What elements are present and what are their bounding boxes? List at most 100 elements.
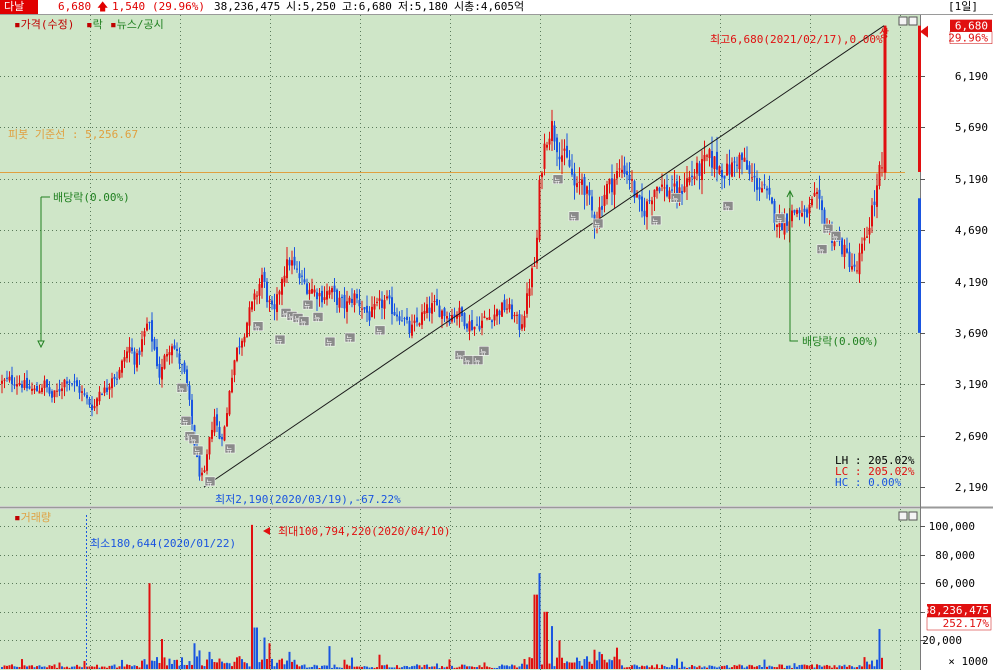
volume-bar xyxy=(431,666,433,669)
volume-bar xyxy=(241,659,243,669)
news-marker-label: 뉴 xyxy=(832,233,839,241)
volume-bar xyxy=(383,665,386,669)
news-marker-icon[interactable]: 뉴 xyxy=(312,312,324,322)
news-marker-icon[interactable]: 뉴 xyxy=(568,211,580,222)
candle-body xyxy=(751,177,753,179)
volume-bar xyxy=(181,657,183,669)
volume-panel-buttons[interactable] xyxy=(898,511,918,521)
news-marker-icon[interactable]: 뉴 xyxy=(472,355,484,366)
news-marker-icon[interactable]: 뉴 xyxy=(298,316,310,327)
candle-body xyxy=(523,315,526,328)
candle-body xyxy=(206,454,208,471)
legend-news[interactable]: ▪뉴스/공시 xyxy=(110,18,164,31)
volume-bar xyxy=(313,664,316,669)
volume-bar xyxy=(291,661,293,669)
candle-body xyxy=(568,159,571,167)
candle-body xyxy=(1,380,3,384)
candle-body xyxy=(258,284,261,296)
candle-body xyxy=(96,398,98,407)
news-marker-icon[interactable]: 뉴 xyxy=(774,213,786,224)
candle-body xyxy=(841,238,843,255)
news-marker-icon[interactable]: 뉴 xyxy=(822,223,834,234)
volume-bar xyxy=(126,664,128,669)
candle-body xyxy=(591,196,593,211)
legend-drop[interactable]: ▪락 xyxy=(86,18,103,31)
news-marker-icon[interactable]: 뉴 xyxy=(252,321,264,332)
news-marker-icon[interactable]: 뉴 xyxy=(462,355,474,366)
volume-bar xyxy=(463,664,466,669)
news-marker-icon[interactable]: 뉴 xyxy=(592,218,604,229)
candle-body xyxy=(36,385,38,392)
volume-panel-title: ▪거래량 xyxy=(14,511,51,524)
volume-bar xyxy=(323,665,326,669)
trendline[interactable] xyxy=(203,25,885,488)
news-marker-icon[interactable]: 뉴 xyxy=(224,443,236,454)
volume-bar xyxy=(88,666,91,669)
news-marker-icon[interactable]: 뉴 xyxy=(552,174,564,185)
volume-bar xyxy=(36,666,38,669)
volume-bar xyxy=(641,665,643,669)
news-marker-box xyxy=(830,231,842,241)
volume-bar xyxy=(621,665,623,669)
candle-body xyxy=(298,273,301,279)
volume-bar xyxy=(31,665,33,669)
news-marker-box xyxy=(302,299,314,310)
news-marker-icon[interactable]: 뉴 xyxy=(324,336,336,347)
news-marker-icon[interactable]: 뉴 xyxy=(670,193,682,203)
candle-body xyxy=(468,321,471,332)
price-panel-buttons[interactable] xyxy=(898,16,918,26)
news-marker-icon[interactable]: 뉴 xyxy=(302,299,314,310)
candle-body xyxy=(588,190,591,196)
news-marker-icon[interactable]: 뉴 xyxy=(192,445,204,456)
volume-bar xyxy=(183,664,186,669)
volume-bar xyxy=(403,665,406,669)
news-marker-icon[interactable]: 뉴 xyxy=(204,476,216,487)
news-marker-icon[interactable]: 뉴 xyxy=(722,201,734,211)
candle-body xyxy=(746,160,748,170)
volume-bar xyxy=(46,667,48,669)
dividend-label-2: 배당락(0.00%) xyxy=(802,335,879,348)
minimize-icon[interactable] xyxy=(898,16,908,26)
news-marker-icon[interactable]: 뉴 xyxy=(374,325,386,336)
news-marker-icon[interactable]: 뉴 xyxy=(274,334,286,345)
news-marker-icon[interactable]: 뉴 xyxy=(180,415,192,426)
news-marker-box xyxy=(204,476,216,487)
candle-body xyxy=(131,347,133,351)
candle-body xyxy=(496,309,498,317)
volume-bar xyxy=(868,664,871,669)
volume-bar xyxy=(23,665,26,669)
volume-bar xyxy=(128,664,131,669)
news-marker-icon[interactable]: 뉴 xyxy=(454,350,466,360)
news-marker-icon[interactable]: 뉴 xyxy=(650,215,662,226)
news-marker-label: 뉴 xyxy=(554,177,561,185)
volume-bar xyxy=(283,664,286,669)
news-marker-label: 뉴 xyxy=(282,310,289,318)
news-marker-icon[interactable]: 뉴 xyxy=(188,434,200,445)
stock-name[interactable]: 다날 xyxy=(0,0,38,14)
volume-bar xyxy=(791,668,793,669)
news-marker-icon[interactable]: 뉴 xyxy=(830,231,842,241)
news-marker-icon[interactable]: 뉴 xyxy=(478,346,490,356)
candle-body xyxy=(491,320,493,323)
maximize-icon[interactable] xyxy=(908,16,918,26)
candle-body xyxy=(843,244,846,257)
volume-plot-area xyxy=(0,509,920,670)
period-selector[interactable]: [1일] xyxy=(948,0,978,13)
volume-bar xyxy=(853,667,856,669)
candle-body xyxy=(3,379,6,381)
news-marker-icon[interactable]: 뉴 xyxy=(816,244,828,255)
candle-body xyxy=(136,353,138,368)
volume-minimize-icon[interactable] xyxy=(898,511,908,521)
candle-body xyxy=(31,388,33,391)
candle-body xyxy=(773,200,776,223)
candle-body xyxy=(741,153,743,160)
volume-maximize-icon[interactable] xyxy=(908,511,918,521)
volume-bar xyxy=(198,650,201,669)
volume-bar xyxy=(468,666,471,669)
candle-body xyxy=(16,384,18,387)
news-marker-icon[interactable]: 뉴 xyxy=(176,383,188,393)
news-marker-icon[interactable]: 뉴 xyxy=(344,332,356,343)
news-marker-label: 뉴 xyxy=(818,247,825,255)
volume-bar xyxy=(593,649,596,669)
legend-price[interactable]: ▪가격(수정) xyxy=(14,18,74,31)
